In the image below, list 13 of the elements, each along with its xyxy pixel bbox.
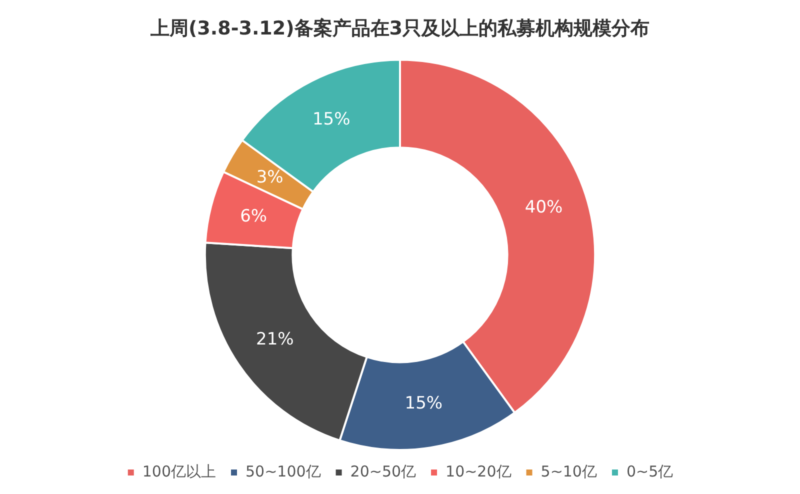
chart-title: 上周(3.8-3.12)备案产品在3只及以上的私募机构规模分布 [149, 17, 650, 40]
legend-label: 50~100亿 [246, 462, 321, 480]
legend-label: 0~5亿 [626, 462, 674, 480]
data-label: 15% [312, 110, 350, 130]
data-label: 21% [256, 329, 294, 350]
legend-label: 100亿以上 [142, 462, 216, 480]
legend-label: 5~10亿 [540, 462, 597, 480]
data-label: 6% [240, 206, 268, 227]
legend-label: 10~20亿 [446, 462, 512, 480]
data-label: 15% [404, 394, 443, 414]
data-label: 40% [524, 198, 563, 218]
legend-label: 20~50亿 [350, 462, 416, 480]
data-label: 3% [256, 167, 284, 188]
